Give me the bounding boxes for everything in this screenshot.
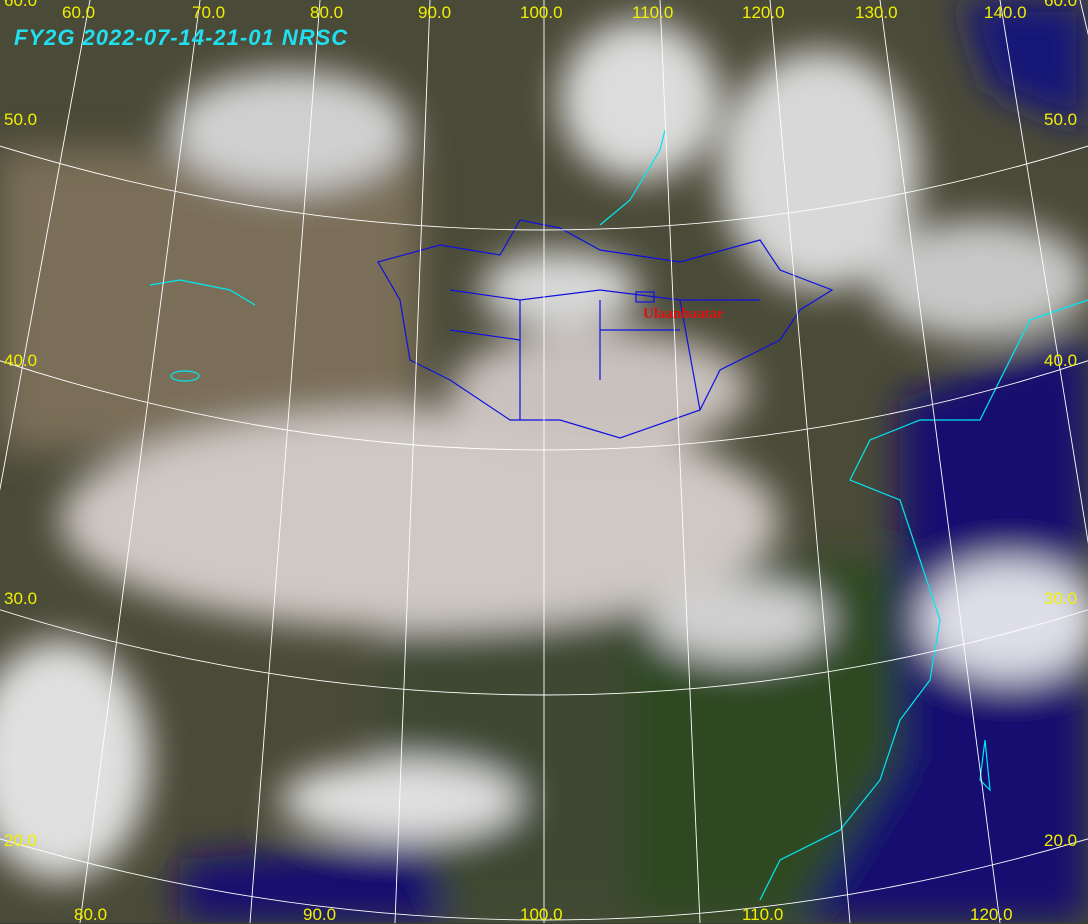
lat-label-left: 30.0 bbox=[4, 589, 38, 608]
coastlines bbox=[149, 129, 1088, 901]
lon-label-top: 60.0 bbox=[62, 3, 96, 22]
mongolia-borders bbox=[377, 219, 834, 439]
lat-label-right: 50.0 bbox=[1044, 110, 1078, 129]
lon-label-top: 70.0 bbox=[192, 3, 226, 22]
lon-label-bottom: 120.0 bbox=[970, 905, 1013, 924]
image-title: FY2G 2022-07-14-21-01 NRSC bbox=[14, 25, 349, 50]
corner-label-top-left: 60.0 bbox=[4, 0, 38, 10]
corner-label-top-right: 60.0 bbox=[1044, 0, 1078, 10]
lat-label-left: 20.0 bbox=[4, 831, 38, 850]
city-marker bbox=[635, 291, 655, 303]
lon-label-top: 130.0 bbox=[855, 3, 898, 22]
lat-label-left: 50.0 bbox=[4, 110, 38, 129]
lon-label-bottom: 100.0 bbox=[520, 905, 563, 924]
lat-label-right: 40.0 bbox=[1044, 351, 1078, 370]
lon-label-top: 90.0 bbox=[418, 3, 452, 22]
lon-label-top: 100.0 bbox=[520, 3, 563, 22]
lon-label-top: 110.0 bbox=[632, 3, 674, 22]
lat-label-right: 30.0 bbox=[1044, 589, 1078, 608]
lon-label-top: 120.0 bbox=[742, 3, 785, 22]
lon-label-bottom: 110.0 bbox=[742, 905, 784, 924]
lon-label-bottom: 80.0 bbox=[74, 905, 108, 924]
lon-label-top: 80.0 bbox=[310, 3, 344, 22]
lat-label-right: 20.0 bbox=[1044, 831, 1078, 850]
city-label-ulaanbaatar: Ulaanbaatar bbox=[643, 306, 724, 322]
lat-label-left: 40.0 bbox=[4, 351, 38, 370]
lon-label-top: 140.0 bbox=[984, 3, 1027, 22]
lon-label-bottom: 90.0 bbox=[303, 905, 337, 924]
